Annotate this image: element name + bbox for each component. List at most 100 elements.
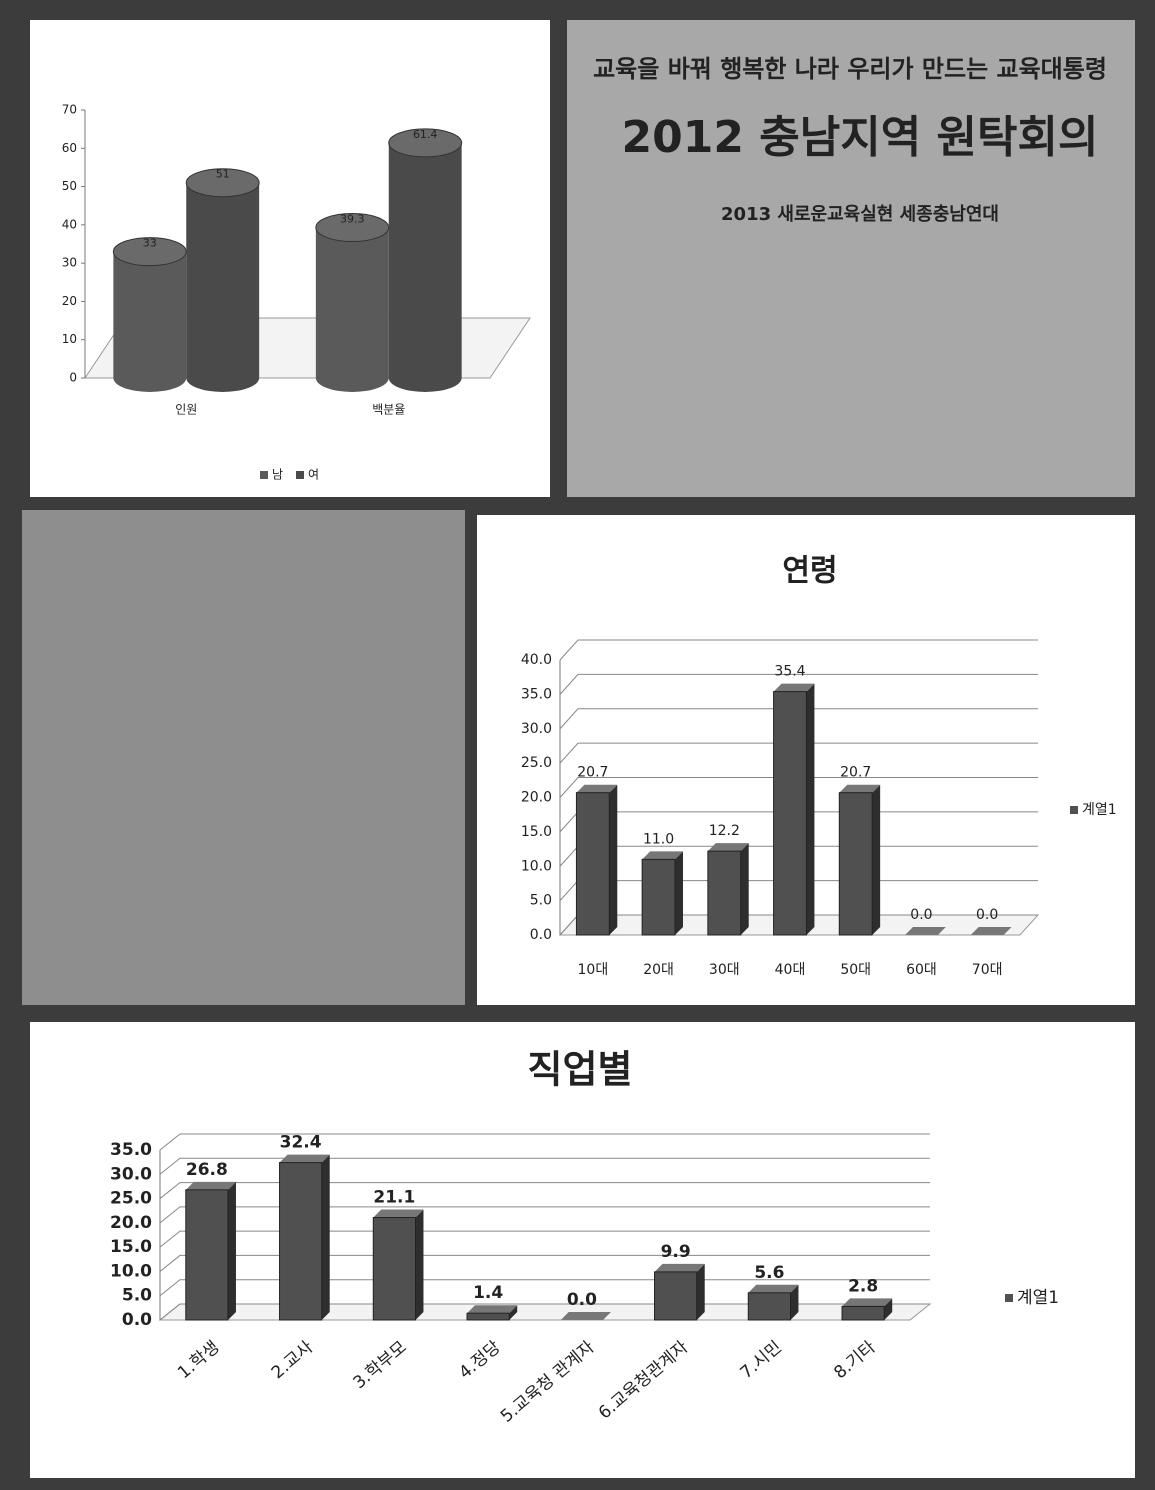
y-tick-label: 20 [62,294,77,308]
x-tick-label: 인원 [175,403,197,417]
banner-line: 2013 새로운교육실현 세종충남연대 [721,204,999,225]
y-tick-label: 5.0 [122,1286,152,1306]
bar-side [806,683,815,935]
grid-line [559,673,1038,695]
bar-side [509,1305,518,1320]
y-tick-label: 40 [62,217,77,231]
bar-top [560,1312,611,1320]
y-tick-label: 5.0 [530,893,552,909]
x-tick-label: 20대 [643,962,674,978]
bar-top [905,927,946,935]
bar [388,142,462,378]
bar-top [654,1263,705,1272]
bar-top [773,683,815,692]
bar-top [388,128,463,158]
y-tick-label: 10.0 [521,858,552,874]
bar-top [279,1154,330,1163]
floor [158,1303,932,1321]
grid-line [159,1133,930,1151]
bar [315,227,389,378]
legend-swatch [296,471,304,479]
bar-side [415,1209,424,1320]
bar [654,1271,698,1321]
bar-top [373,1209,424,1218]
data-label: 0.0 [910,907,932,923]
data-label: 2.8 [848,1276,878,1296]
x-tick-label: 40대 [775,962,806,978]
legend-swatch [1070,806,1078,814]
data-label: 1.4 [473,1283,503,1303]
bar-side [321,1154,330,1320]
grid-line [159,1230,930,1248]
banner-title: 2012 충남지역 원탁회의 [622,112,1099,163]
data-label: 61.4 [413,128,438,141]
bar [747,1292,791,1321]
bar-side [675,851,683,935]
bar [841,1305,885,1321]
y-tick-label: 0.0 [530,927,552,943]
y-tick-label: 25.0 [521,755,552,771]
y-tick-label: 20.0 [110,1213,152,1233]
bar-side [872,784,881,935]
bar [838,792,873,936]
y-tick-label: 35.0 [521,686,552,702]
chart-title: 직업별 [528,1048,633,1092]
grid-line [159,1206,930,1224]
bar-top [185,1181,236,1190]
y-tick-label: 0 [69,371,77,385]
legend-label: 계열1 [1082,802,1117,818]
data-label: 12.2 [709,823,740,839]
grid-line [159,1254,930,1272]
grid-line [559,777,1038,798]
grid-line [559,708,1038,730]
bar [773,691,807,936]
bar-side [884,1298,893,1320]
grid-line [159,1157,930,1175]
data-label: 51 [216,168,230,181]
legend-label: 계열1 [1017,1288,1059,1308]
bar [372,1217,416,1321]
y-tick-label: 20.0 [521,790,552,806]
data-label: 0.0 [567,1290,597,1310]
bar-top [315,213,390,243]
y-tick-label: 30.0 [521,721,552,737]
bar-top [576,784,618,793]
chart-title: 연령 [782,554,837,589]
grid-line [559,639,1038,661]
bar-side [790,1284,799,1320]
data-label: 0.0 [976,907,998,923]
bar [575,792,610,936]
y-tick-label: 10.0 [110,1261,152,1281]
bar-top [839,784,881,793]
data-label: 33 [143,237,157,250]
bar-top [970,927,1012,935]
y-tick-label: 30.0 [110,1164,152,1184]
data-label: 32.4 [280,1133,322,1153]
legend-label: 여 [308,468,319,482]
data-label: 39.3 [340,213,365,226]
bar-top [842,1298,893,1307]
photo-wall [567,20,1135,497]
x-tick-label: 10대 [578,962,609,978]
legend-label: 남 [272,468,283,482]
bar [186,182,260,378]
legend-swatch [260,471,268,479]
y-tick-label: 10 [62,332,77,346]
bar [279,1162,323,1321]
data-label: 20.7 [840,765,871,781]
bar-side [740,843,749,935]
x-tick-label: 30대 [709,962,740,978]
y-tick-label: 40.0 [521,652,552,668]
legend-swatch [1005,1294,1013,1302]
y-tick-label: 0.0 [122,1310,152,1330]
data-label: 35.4 [774,664,805,680]
data-label: 5.6 [754,1263,784,1283]
bar-top [707,843,749,852]
x-tick-label: 백분율 [372,403,405,417]
y-tick-label: 15.0 [521,824,552,840]
x-tick-label: 50대 [840,962,871,978]
bar-side [609,784,618,935]
bar-top [642,851,683,860]
